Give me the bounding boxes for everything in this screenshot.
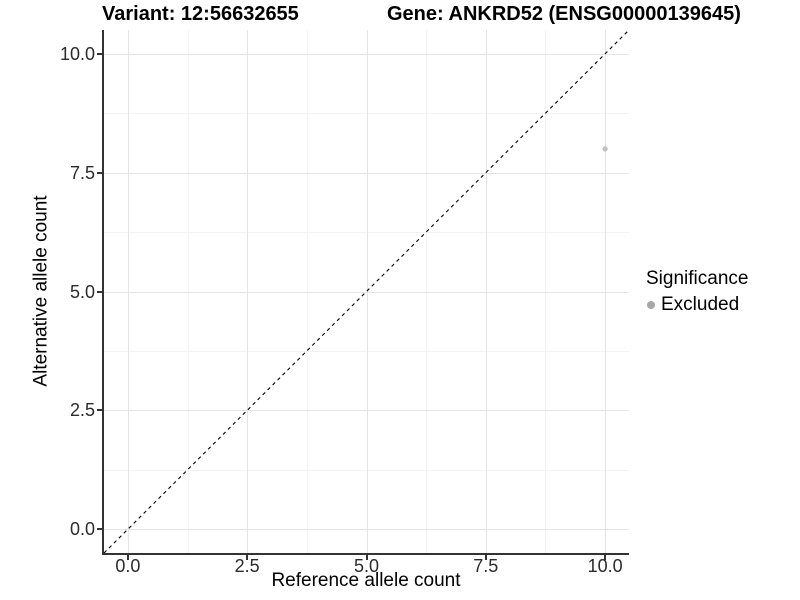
legend: Significance Excluded (646, 268, 748, 317)
y-axis-tick (97, 171, 102, 174)
x-axis-title: Reference allele count (271, 570, 461, 591)
gridline-major-horizontal (104, 53, 629, 55)
x-axis-tick (246, 555, 249, 560)
y-axis-title: Alternative allele count (30, 195, 52, 387)
x-tick-label: 5.0 (353, 556, 380, 576)
plot-title-variant: Variant: 12:56632655 (102, 3, 299, 25)
x-axis-tick (484, 555, 487, 560)
plot-panel (102, 30, 629, 555)
y-axis-tick (97, 52, 102, 55)
x-tick-label: 2.5 (234, 556, 260, 576)
plot-title-gene: Gene: ANKRD52 (ENSG00000139645) (387, 3, 741, 25)
x-axis-tick (604, 555, 607, 560)
x-tick-label: 0.0 (115, 556, 141, 576)
y-tick-label: 0.0 (69, 519, 95, 540)
x-tick-label: 10.0 (587, 556, 623, 576)
identity-line (104, 30, 629, 553)
x-axis-tick (365, 555, 368, 560)
legend-item-label: Excluded (661, 293, 740, 315)
x-axis-tick (126, 555, 129, 560)
y-axis-tick (97, 409, 102, 412)
x-tick-label: 7.5 (473, 556, 499, 576)
excluded-point-icon (647, 301, 655, 310)
gridline-major-horizontal (104, 291, 629, 293)
y-axis-tick (97, 528, 102, 531)
gridline-major-horizontal (104, 172, 629, 174)
legend-title: Significance (646, 268, 749, 289)
legend-item-excluded: Excluded (647, 294, 748, 317)
data-point (602, 146, 608, 152)
gridline-major-horizontal (104, 410, 629, 412)
plot-layer (104, 30, 629, 553)
gridline-major-horizontal (104, 529, 629, 531)
y-tick-label: 7.5 (69, 162, 95, 183)
y-tick-label: 10.0 (59, 43, 95, 64)
y-axis-tick (97, 290, 102, 293)
y-tick-label: 5.0 (69, 281, 95, 302)
y-tick-label: 2.5 (69, 400, 95, 421)
